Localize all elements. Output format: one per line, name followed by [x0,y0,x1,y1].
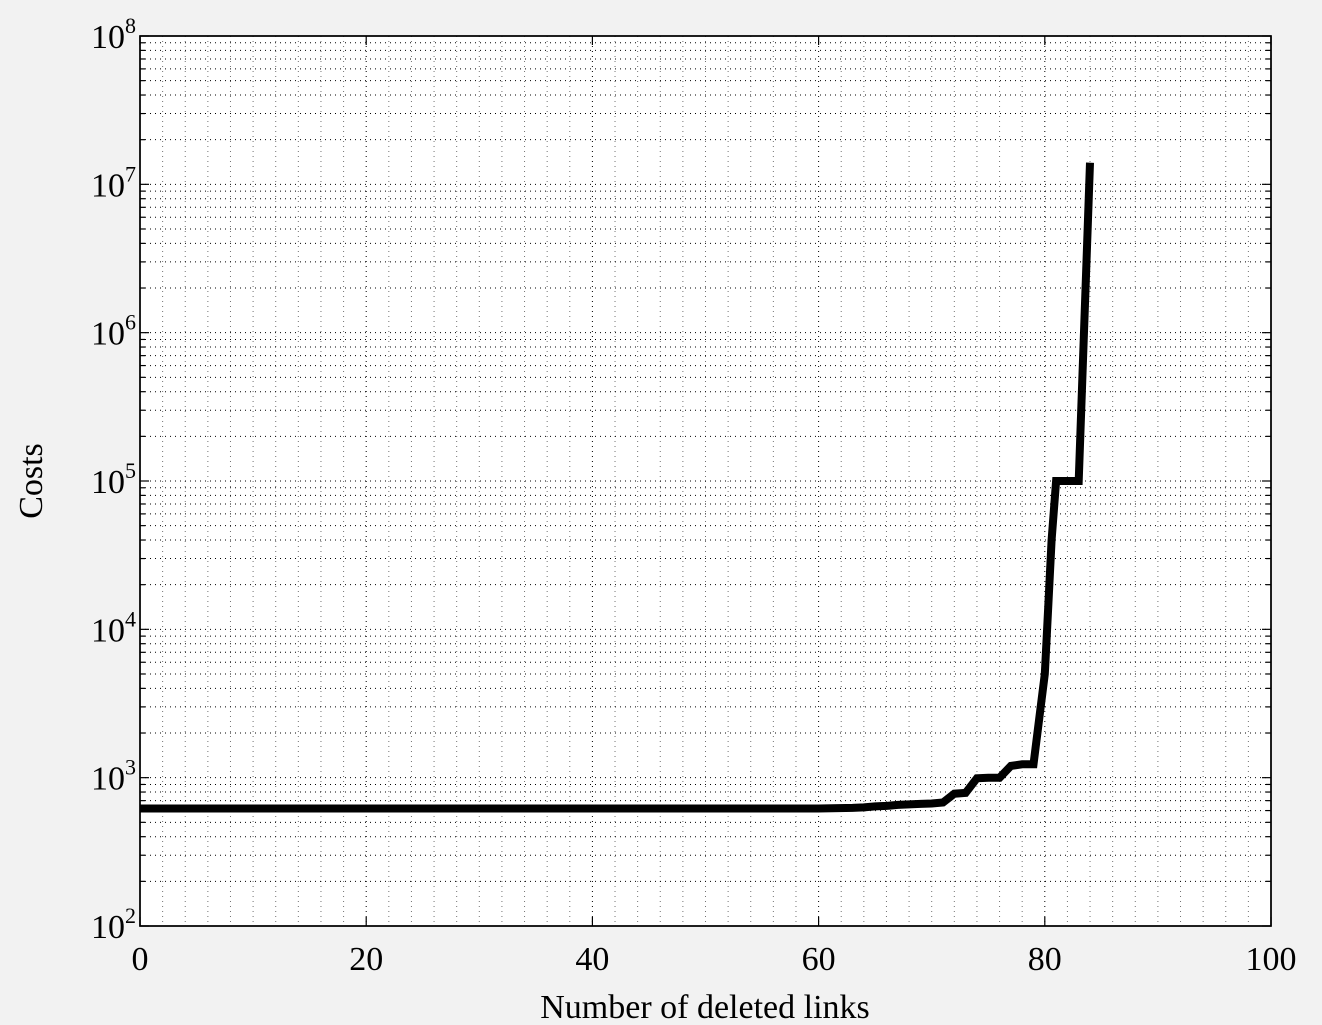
y-tick-label: 104 [91,606,136,649]
y-tick-label: 103 [91,755,136,798]
series-line [140,162,1094,813]
x-tick-label: 80 [1028,941,1062,978]
grid [140,36,1271,926]
x-tick-label: 20 [349,941,383,978]
y-tick-label: 106 [91,310,136,353]
x-axis-title: Number of deleted links [540,989,870,1025]
plot-border [139,35,1272,927]
y-tick-label: 102 [91,903,136,946]
y-tick-label: 108 [91,13,136,56]
x-tick-label: 100 [1246,941,1297,978]
x-tick-label: 0 [132,941,149,978]
x-tick-labels: 0 20 40 60 80 100 [132,941,1297,978]
y-tick-labels: 102 103 104 105 106 107 108 [91,13,136,946]
y-axis-title: Costs [13,443,50,519]
y-tick-label: 107 [91,161,136,204]
x-tick-label: 40 [575,941,609,978]
y-tick-label: 105 [91,458,136,501]
x-tick-label: 60 [802,941,836,978]
